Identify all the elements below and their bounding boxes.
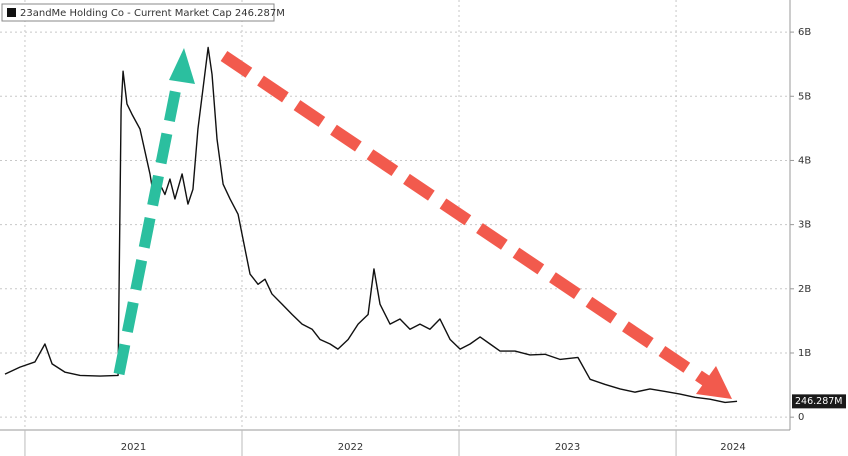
y-tick-label: 4B xyxy=(798,155,811,166)
legend-label: 23andMe Holding Co - Current Market Cap … xyxy=(20,8,285,19)
legend: 23andMe Holding Co - Current Market Cap … xyxy=(1,3,285,22)
arrow-head xyxy=(169,48,195,84)
x-tick-label: 2024 xyxy=(720,442,745,453)
value-label: 246.287M xyxy=(795,396,842,407)
y-tick-label: 1B xyxy=(798,348,811,359)
y-tick-label: 0 xyxy=(798,412,804,423)
arrow-shaft xyxy=(220,51,712,387)
y-tick-label: 3B xyxy=(798,220,811,231)
y-tick-label: 2B xyxy=(798,284,811,295)
y-tick-label: 6B xyxy=(798,27,811,38)
plot xyxy=(4,46,738,404)
x-tick-label: 2021 xyxy=(121,442,146,453)
line xyxy=(4,46,738,404)
legend-swatch xyxy=(7,8,16,17)
legend-box xyxy=(1,3,275,22)
arrow-shaft xyxy=(113,76,184,376)
value-label-box xyxy=(792,394,846,409)
x-tick-label: 2023 xyxy=(555,442,580,453)
y-tick-label: 5B xyxy=(798,91,811,102)
x-tick-label: 2022 xyxy=(338,442,363,453)
arrow-head xyxy=(696,366,732,399)
arrow-down xyxy=(220,51,732,399)
arrow-up xyxy=(113,48,195,376)
